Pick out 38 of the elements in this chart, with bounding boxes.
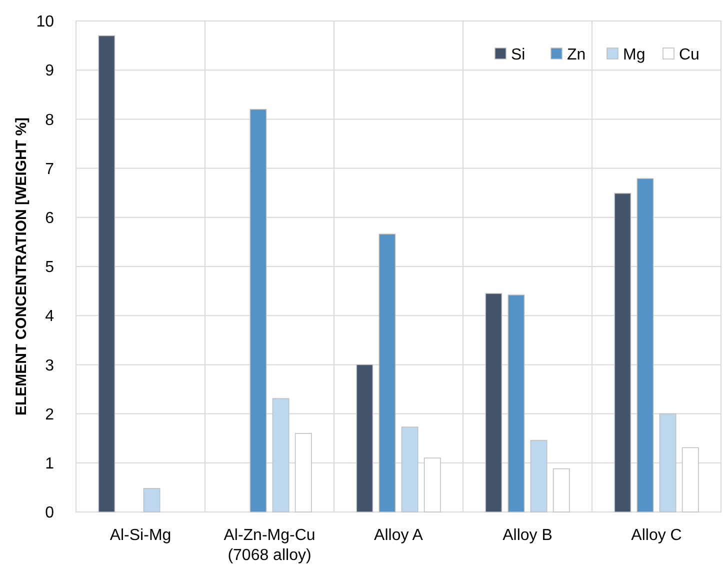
bar <box>659 413 676 512</box>
y-tick-label: 7 <box>45 160 54 178</box>
y-axis-title: ELEMENT CONCENTRATION [WEIGHT %] <box>13 117 30 416</box>
y-tick-label: 4 <box>45 308 54 326</box>
bar <box>356 364 374 512</box>
y-tick-label: 6 <box>45 210 54 227</box>
y-tick-label: 2 <box>45 406 54 424</box>
y-tick-label: 1 <box>45 456 54 472</box>
bar <box>294 433 312 512</box>
y-tick-label: 5 <box>45 259 54 276</box>
x-tick-label: Alloy B <box>502 527 552 544</box>
y-tick-label: 8 <box>45 112 54 129</box>
bar <box>143 488 160 512</box>
x-tick-label: Alloy C <box>631 527 682 544</box>
bar <box>378 234 396 512</box>
bar <box>530 440 548 512</box>
y-tick-label: 3 <box>45 357 54 374</box>
y-tick-label: 0 <box>45 504 54 522</box>
legend-label: Cu <box>679 46 700 64</box>
bar <box>401 426 418 512</box>
bar <box>508 294 525 512</box>
bar <box>614 192 632 512</box>
bar <box>682 447 699 512</box>
bar <box>485 293 502 512</box>
x-tick-label: Al-Zn-Mg-Cu (7068 alloy) <box>224 527 316 564</box>
y-tick-label: 9 <box>45 62 54 80</box>
x-tick-label: Al-Si-Mg <box>110 527 172 544</box>
legend-label: Mg <box>623 46 646 64</box>
bar <box>636 178 654 512</box>
bar <box>250 108 267 512</box>
legend-label: Zn <box>567 46 586 64</box>
bar <box>552 468 570 512</box>
bar <box>272 398 290 512</box>
bar <box>98 35 116 512</box>
x-tick-label: Alloy A <box>374 527 424 544</box>
legend-label: Si <box>511 46 526 64</box>
y-tick-label: 10 <box>36 14 54 31</box>
bar <box>424 458 441 512</box>
